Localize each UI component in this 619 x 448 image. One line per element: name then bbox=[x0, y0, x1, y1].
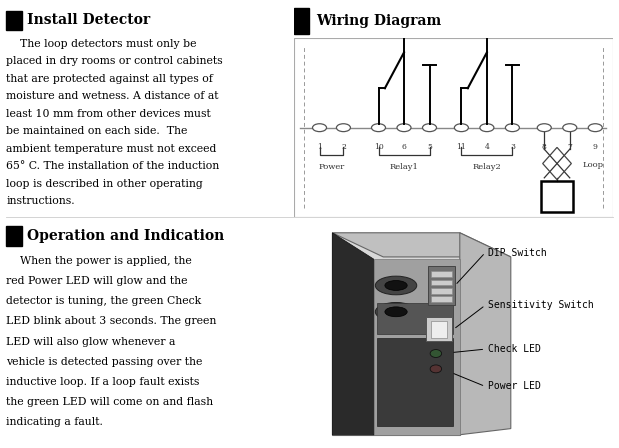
Text: Loop: Loop bbox=[582, 161, 604, 169]
Text: be maintained on each side.  The: be maintained on each side. The bbox=[6, 126, 188, 137]
Text: 7: 7 bbox=[568, 143, 572, 151]
Circle shape bbox=[371, 124, 386, 132]
Circle shape bbox=[588, 124, 602, 132]
Text: 11: 11 bbox=[456, 143, 466, 151]
Circle shape bbox=[336, 124, 350, 132]
Bar bbox=[431, 321, 447, 338]
Ellipse shape bbox=[375, 302, 417, 321]
Circle shape bbox=[454, 124, 469, 132]
Text: 65° C. The installation of the induction: 65° C. The installation of the induction bbox=[6, 161, 220, 172]
Circle shape bbox=[505, 124, 519, 132]
Text: inductive loop. If a loop fault exists: inductive loop. If a loop fault exists bbox=[6, 377, 199, 387]
Text: Relay2: Relay2 bbox=[472, 163, 501, 171]
Text: LED blink about 3 seconds. The green: LED blink about 3 seconds. The green bbox=[6, 316, 217, 327]
Text: loop is described in other operating: loop is described in other operating bbox=[6, 179, 203, 189]
Text: least 10 mm from other devices must: least 10 mm from other devices must bbox=[6, 109, 211, 119]
Text: Install Detector: Install Detector bbox=[27, 13, 150, 27]
Polygon shape bbox=[460, 233, 511, 435]
Bar bbox=[377, 338, 453, 426]
Bar bbox=[431, 280, 452, 285]
Bar bbox=[428, 266, 455, 305]
Text: Relay1: Relay1 bbox=[389, 163, 418, 171]
Bar bbox=[6, 11, 22, 30]
Text: Wiring Diagram: Wiring Diagram bbox=[316, 14, 441, 28]
Circle shape bbox=[423, 124, 436, 132]
Text: DIP Switch: DIP Switch bbox=[488, 248, 547, 258]
Text: 1: 1 bbox=[317, 143, 322, 151]
Bar bbox=[377, 303, 453, 334]
Circle shape bbox=[537, 124, 552, 132]
Text: Check LED: Check LED bbox=[488, 344, 542, 354]
Text: moisture and wetness. A distance of at: moisture and wetness. A distance of at bbox=[6, 91, 219, 101]
Ellipse shape bbox=[375, 276, 417, 295]
Bar bbox=[426, 317, 452, 341]
Text: the green LED will come on and flash: the green LED will come on and flash bbox=[6, 397, 214, 407]
Text: red Power LED will glow and the: red Power LED will glow and the bbox=[6, 276, 188, 286]
Text: Sensitivity Switch: Sensitivity Switch bbox=[488, 300, 594, 310]
Text: 3: 3 bbox=[510, 143, 515, 151]
Text: When the power is applied, the: When the power is applied, the bbox=[6, 256, 192, 266]
Circle shape bbox=[563, 124, 577, 132]
Bar bbox=[294, 8, 309, 34]
Polygon shape bbox=[332, 233, 374, 435]
Circle shape bbox=[313, 124, 327, 132]
Text: 8: 8 bbox=[542, 143, 547, 151]
Ellipse shape bbox=[385, 307, 407, 317]
Circle shape bbox=[430, 349, 441, 358]
Text: Power LED: Power LED bbox=[488, 381, 542, 392]
Circle shape bbox=[430, 365, 441, 373]
Text: 2: 2 bbox=[341, 143, 346, 151]
Text: 9: 9 bbox=[593, 143, 598, 151]
Text: 6: 6 bbox=[402, 143, 407, 151]
Text: vehicle is detected passing over the: vehicle is detected passing over the bbox=[6, 357, 202, 367]
Text: ambient temperature must not exceed: ambient temperature must not exceed bbox=[6, 144, 217, 154]
Text: placed in dry rooms or control cabinets: placed in dry rooms or control cabinets bbox=[6, 56, 223, 66]
Circle shape bbox=[397, 124, 411, 132]
Bar bbox=[541, 181, 573, 212]
Text: that are protected against all types of: that are protected against all types of bbox=[6, 74, 213, 84]
Text: 5: 5 bbox=[427, 143, 432, 151]
Bar bbox=[431, 296, 452, 302]
Text: The loop detectors must only be: The loop detectors must only be bbox=[6, 39, 197, 49]
Text: LED will also glow whenever a: LED will also glow whenever a bbox=[6, 336, 176, 347]
Bar bbox=[431, 288, 452, 294]
Bar bbox=[431, 271, 452, 277]
Text: Operation and Indication: Operation and Indication bbox=[27, 229, 225, 243]
Text: instructions.: instructions. bbox=[6, 197, 75, 207]
Circle shape bbox=[480, 124, 494, 132]
Text: 4: 4 bbox=[485, 143, 490, 151]
Polygon shape bbox=[332, 233, 511, 257]
Ellipse shape bbox=[385, 280, 407, 290]
Polygon shape bbox=[332, 233, 460, 435]
Text: detector is tuning, the green Check: detector is tuning, the green Check bbox=[6, 296, 201, 306]
Polygon shape bbox=[374, 259, 460, 435]
Text: 10: 10 bbox=[374, 143, 383, 151]
Text: indicating a fault.: indicating a fault. bbox=[6, 418, 103, 427]
Text: Power: Power bbox=[318, 163, 345, 171]
Bar bbox=[6, 226, 22, 246]
